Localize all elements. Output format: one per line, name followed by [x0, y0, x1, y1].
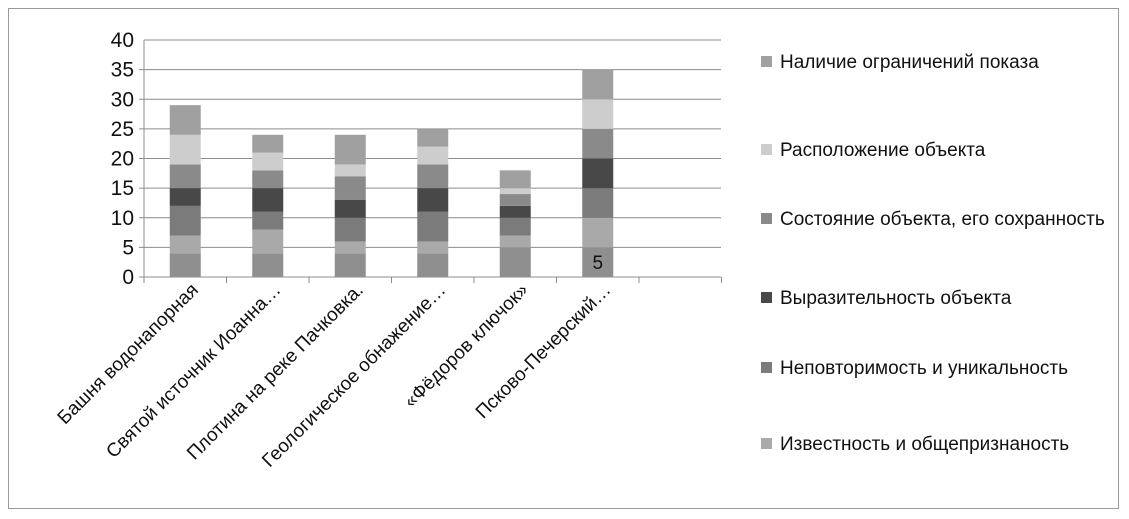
y-tick-label: 10: [111, 207, 134, 230]
bar-segment: [499, 194, 531, 206]
bar-segment: [499, 247, 531, 277]
legend-item: Наличие ограничений показа: [761, 49, 1120, 76]
bar-segment: [417, 146, 449, 165]
legend-swatch: [761, 213, 772, 224]
legend-label: Выразительность объекта: [780, 288, 1012, 309]
bar-segment: [169, 253, 201, 277]
legend-label: Известность и общепризнаность: [780, 434, 1070, 455]
bar-segment: [499, 235, 531, 248]
bar-segment: [417, 241, 449, 254]
x-category-label: Святой источник Иоанна…: [102, 280, 285, 463]
bar-segment: [334, 217, 366, 242]
y-tick-label: 0: [122, 266, 134, 289]
bar-segment: [169, 188, 201, 206]
bar-segment: [252, 188, 284, 212]
y-tick-label: 20: [111, 148, 134, 171]
bar-segment: [169, 205, 201, 236]
bar-segment: [499, 205, 531, 218]
bar-segment: [334, 176, 366, 200]
legend-item: Выразительность объекта: [761, 285, 1120, 312]
legend-label: Наличие ограничений показа: [780, 52, 1039, 73]
y-tick-label: 25: [111, 118, 134, 141]
legend-item: Расположение объекта: [761, 137, 1120, 164]
y-tick-label: 15: [111, 177, 134, 200]
bar-segment: [334, 134, 366, 165]
y-tick-label: 30: [111, 88, 134, 111]
bar-segment: [582, 128, 614, 159]
bar-segment: [499, 188, 531, 195]
chart-frame: 0 5 10 15 20 25 30 35 40 Башня водонапорная Святой…: [8, 8, 1119, 509]
bar-segment: [334, 253, 366, 277]
legend-swatch: [761, 144, 772, 155]
y-tick-label: 40: [111, 29, 134, 52]
bar-segment: [417, 188, 449, 212]
legend-item: Неповторимость и уникальность: [761, 355, 1120, 382]
legend-item: Состояние объекта, его сохранность: [761, 206, 1120, 233]
chart-plot-area: 0 5 10 15 20 25 30 35 40 Башня водонапорнаяСвятой…: [54, 29, 722, 472]
bar-segment: [582, 69, 614, 100]
bar-segment: [582, 217, 614, 248]
bar-segment: [252, 253, 284, 277]
bar-segment: [582, 158, 614, 189]
bar-segment: [169, 134, 201, 165]
bar-segment: [252, 170, 284, 189]
bar-segment: [417, 211, 449, 242]
bar-segment: [417, 164, 449, 189]
x-category-label: Псково-Печерский…: [472, 280, 615, 423]
y-tick-label: 5: [122, 236, 134, 259]
legend-label: Неповторимость и уникальность: [780, 358, 1069, 379]
bar-segment: [334, 164, 366, 177]
bar-segment: [169, 164, 201, 189]
legend-swatch: [761, 292, 772, 303]
bar-segment: [252, 211, 284, 230]
bar-segment: [417, 128, 449, 147]
bar-segment: [499, 170, 531, 189]
bar-segment: [252, 229, 284, 254]
bar-segment: [582, 188, 614, 218]
legend-item: Известность и общепризнаность: [761, 431, 1120, 458]
bar-segment: [334, 241, 366, 254]
bar-segment: [169, 105, 201, 135]
bar-segment: [582, 247, 614, 277]
x-category-label: Плотина на реке Пачковка.: [183, 280, 368, 465]
legend-label: Состояние объекта, его сохранность: [780, 209, 1105, 230]
bar-segment: [582, 99, 614, 129]
bar-segment: [252, 152, 284, 171]
bar-segment: [169, 235, 201, 254]
bar-segment: [499, 217, 531, 236]
x-category-label: Башня водонапорная: [54, 280, 203, 429]
legend-swatch: [761, 362, 772, 373]
legend-swatch: [761, 56, 772, 67]
legend-swatch: [761, 438, 772, 449]
bar-segment: [334, 199, 366, 218]
bar-segment: [252, 134, 284, 153]
bar-segment: [417, 253, 449, 277]
legend-label: Расположение объекта: [780, 140, 986, 161]
data-label: 5: [592, 253, 603, 274]
y-tick-label: 35: [111, 59, 134, 82]
